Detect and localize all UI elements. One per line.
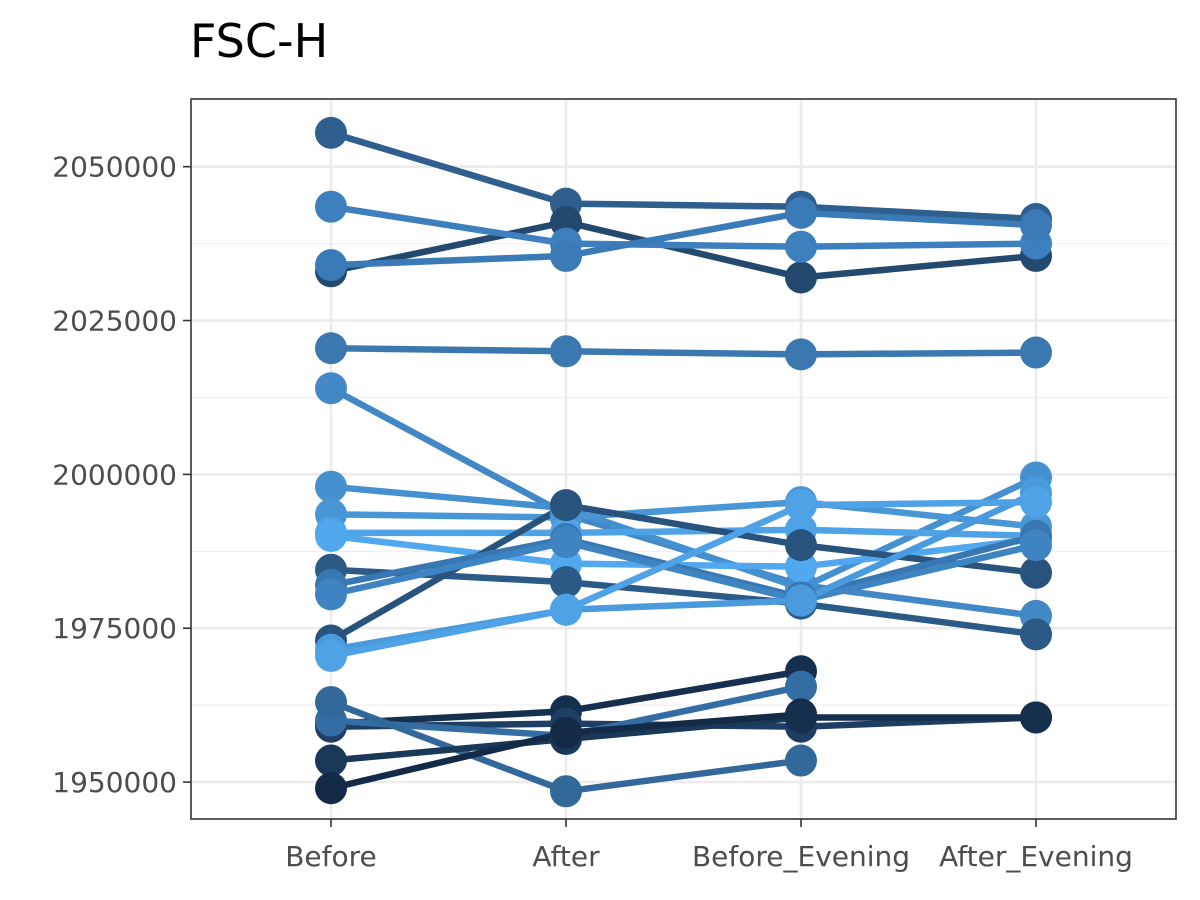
data-point (315, 470, 347, 503)
x-tick-label: Before_Evening (692, 840, 910, 873)
series-line (329, 501, 1037, 644)
data-point (785, 584, 817, 617)
data-point (1020, 486, 1052, 519)
data-point (315, 190, 347, 223)
data-point (315, 578, 347, 611)
y-tick-label: 1975000 (52, 612, 177, 645)
y-tick-label: 2025000 (52, 305, 177, 338)
data-point (785, 230, 817, 263)
data-point (1020, 701, 1052, 734)
series-line (330, 209, 1037, 269)
data-point (785, 670, 817, 703)
data-point (1020, 209, 1052, 242)
plot-border (190, 98, 1177, 820)
data-point (315, 249, 347, 282)
data-point (1020, 618, 1052, 651)
data-point (550, 775, 582, 808)
data-point (550, 489, 582, 522)
data-point (550, 716, 582, 749)
data-point (785, 529, 817, 562)
x-tick-label: Before (285, 840, 377, 873)
series-line (330, 218, 1037, 281)
data-point (315, 639, 347, 672)
data-point (315, 332, 347, 365)
series-line (330, 129, 1037, 223)
y-tick-label: 2000000 (52, 458, 177, 491)
series-line (331, 526, 1037, 540)
y-tick-label: 2050000 (52, 151, 177, 184)
series-line (330, 203, 1037, 250)
data-point (315, 686, 347, 719)
data-point (550, 335, 582, 368)
data-point (1020, 529, 1052, 562)
data-point (550, 526, 582, 559)
data-point (785, 261, 817, 294)
data-point (785, 489, 817, 522)
series-line (330, 498, 1037, 530)
data-point (785, 338, 817, 371)
x-tick-label: After_Evening (939, 840, 1133, 873)
data-point (1020, 556, 1052, 589)
series-line (330, 498, 1037, 660)
data-point (785, 196, 817, 229)
data-point (315, 372, 347, 405)
data-point (315, 772, 347, 805)
data-point (785, 744, 817, 777)
y-axis: 1950000 1975000 2000000 2025000 2050000 (52, 151, 191, 799)
series-layer (315, 116, 1052, 808)
data-point (550, 239, 582, 272)
x-axis: Before After Before_Evening After_Evening (285, 819, 1133, 873)
series-line (330, 344, 1037, 358)
data-point (1020, 336, 1052, 369)
x-tick-label: After (532, 840, 600, 873)
data-point (550, 593, 582, 626)
data-point (550, 566, 582, 599)
data-point (315, 519, 347, 552)
data-point (315, 744, 347, 777)
data-point (785, 701, 817, 734)
y-tick-label: 1950000 (52, 766, 177, 799)
chart-title: FSC-H (190, 14, 329, 68)
series-line (330, 538, 1037, 604)
data-point (315, 116, 347, 149)
